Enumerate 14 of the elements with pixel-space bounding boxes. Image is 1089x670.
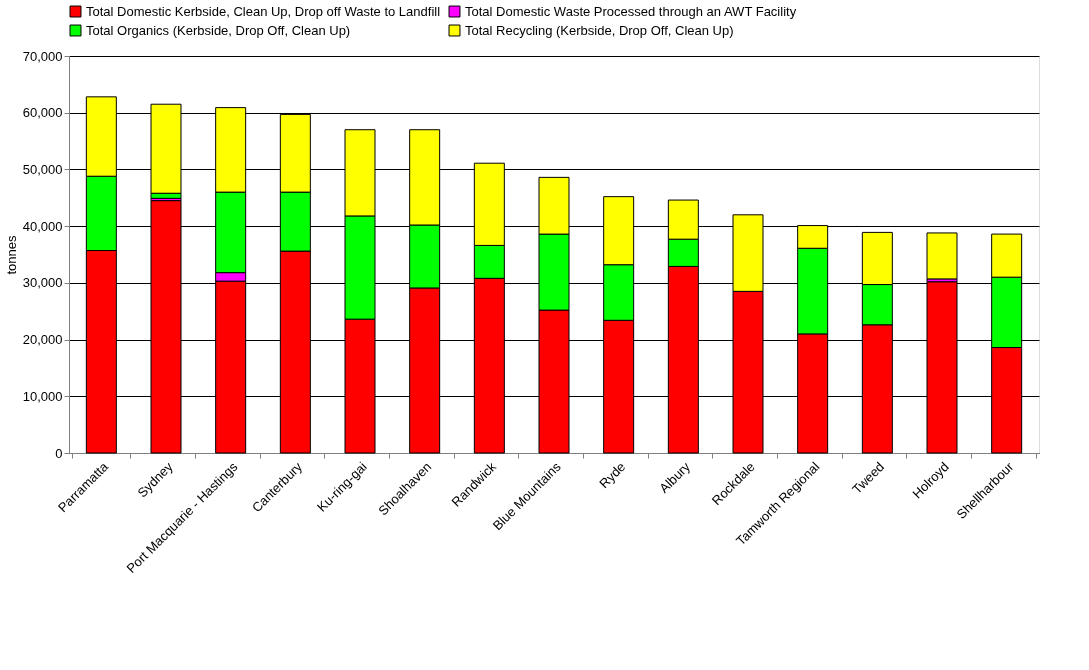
y-tick-label: 60,000 [22, 105, 63, 121]
y-tick-label: 70,000 [22, 48, 63, 64]
y-tick-label: 20,000 [22, 332, 63, 348]
y-tick-label: 40,000 [22, 218, 63, 234]
y-tick-label: 30,000 [22, 275, 63, 291]
bar [926, 232, 958, 280]
y-tick-label: 10,000 [22, 388, 63, 404]
legend-label: Total Organics (Kerbside, Drop Off, Clean Up) [86, 22, 351, 38]
legend-label: Total Domestic Kerbside, Clean Up, Drop off Waste to Landfill [86, 3, 441, 19]
y-axis-title: tonnes [3, 234, 19, 275]
legend-label: Total Recycling (Kerbside, Drop Off, Clean Up) [465, 22, 734, 38]
y-tick-label: 0 [55, 445, 63, 461]
legend-label: Total Domestic Waste Processed through an AWT Facility [465, 3, 797, 19]
y-tick-label: 50,000 [22, 161, 63, 177]
